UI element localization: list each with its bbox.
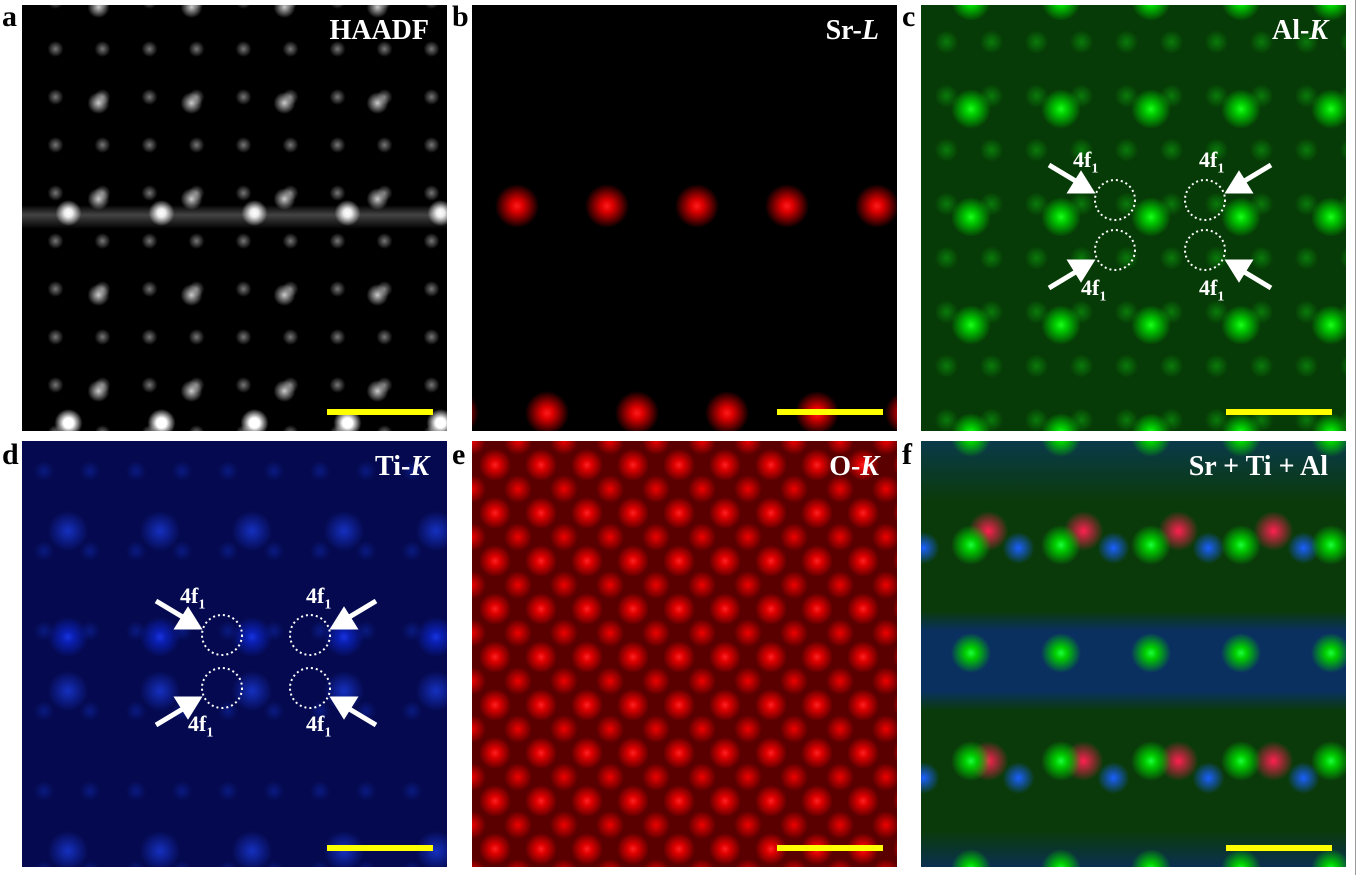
panel-letter-e: e bbox=[452, 438, 466, 471]
scale-bar bbox=[327, 409, 433, 415]
panel-title: HAADF bbox=[329, 15, 429, 46]
sr-l-map: Sr-L bbox=[472, 5, 897, 431]
site-label: 4f1 bbox=[1199, 147, 1225, 177]
panel-title: Sr-L bbox=[825, 15, 879, 46]
panel-title: Sr + Ti + Al bbox=[1188, 451, 1328, 482]
arrow bbox=[154, 704, 188, 728]
annotation-overlay bbox=[1047, 162, 1273, 291]
site-circle bbox=[201, 614, 243, 656]
arrow bbox=[1239, 267, 1273, 291]
site-label: 4f1 bbox=[1081, 275, 1107, 305]
panel-title: Ti-K bbox=[375, 451, 429, 482]
o-k-map: O-K bbox=[472, 441, 897, 867]
site-circle bbox=[289, 667, 331, 709]
panel-letter-f: f bbox=[902, 438, 912, 471]
composite-map: Sr + Ti + Al bbox=[921, 441, 1346, 867]
panel-title: Al-K bbox=[1271, 15, 1328, 46]
arrow bbox=[344, 598, 378, 622]
site-circle bbox=[201, 667, 243, 709]
scale-bar bbox=[1226, 845, 1332, 851]
divider bbox=[1355, 0, 1356, 875]
scale-bar bbox=[777, 409, 883, 415]
site-circle bbox=[1094, 179, 1136, 221]
panel-title: O-K bbox=[829, 451, 879, 482]
site-label: 4f1 bbox=[180, 583, 206, 613]
site-label: 4f1 bbox=[1073, 147, 1099, 177]
site-label: 4f1 bbox=[188, 711, 214, 741]
scale-bar bbox=[777, 845, 883, 851]
site-circle bbox=[289, 614, 331, 656]
scale-bar bbox=[1226, 409, 1332, 415]
site-label: 4f1 bbox=[306, 583, 332, 613]
panel-letter-d: d bbox=[2, 438, 19, 471]
annotation-overlay bbox=[154, 598, 378, 728]
al-k-map: Al-K 4f1 4f1 4f1 4f1 bbox=[921, 5, 1346, 431]
site-circle bbox=[1184, 179, 1226, 221]
panel-letter-b: b bbox=[452, 0, 469, 33]
arrow bbox=[344, 704, 378, 728]
scale-bar bbox=[327, 845, 433, 851]
haadf-image: HAADF bbox=[22, 5, 447, 431]
arrow bbox=[1239, 162, 1273, 186]
panel-letter-c: c bbox=[902, 0, 916, 33]
arrow bbox=[1047, 267, 1081, 291]
site-label: 4f1 bbox=[306, 711, 332, 741]
arrow bbox=[154, 598, 188, 622]
site-circle bbox=[1094, 229, 1136, 271]
ti-k-map: Ti-K 4f1 4f1 4f1 4f1 bbox=[22, 441, 447, 867]
arrow bbox=[1047, 162, 1081, 186]
panel-letter-a: a bbox=[2, 0, 17, 33]
site-label: 4f1 bbox=[1199, 275, 1225, 305]
site-circle bbox=[1184, 229, 1226, 271]
